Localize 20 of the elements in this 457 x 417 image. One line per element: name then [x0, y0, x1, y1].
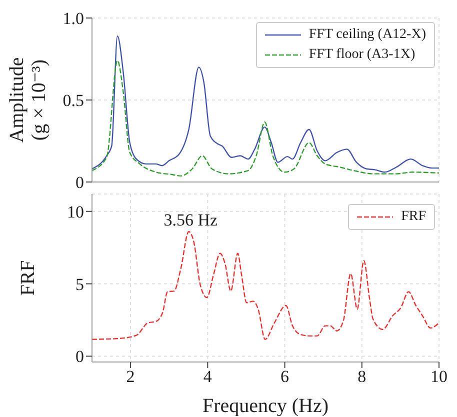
x-axis-title: Frequency (Hz) [202, 395, 329, 417]
x-tick-label: 10 [430, 367, 448, 386]
y-axis-title: Amplitude (g × 10⁻³) [6, 57, 50, 143]
legend-label: FFT floor (A3-1X) [308, 46, 416, 64]
x-tick-label: 8 [358, 367, 366, 386]
x-tick-label: 4 [203, 367, 212, 386]
x-tick-label: 6 [280, 367, 290, 386]
y-tick-label: 0.5 [62, 91, 84, 110]
y-tick-label: 10 [67, 202, 84, 222]
y-tick-label: 1.0 [62, 9, 84, 28]
legend-label: FFT ceiling (A12-X) [308, 26, 426, 44]
line-series [92, 60, 439, 177]
line-series [92, 231, 439, 340]
y-axis-title: FRF [17, 260, 39, 296]
y-tick-label: 0 [76, 173, 84, 192]
x-tick-label: 2 [126, 367, 135, 386]
y-tick-label: 0 [76, 347, 84, 366]
annotation: 3.56 Hz [164, 210, 218, 230]
y-tick-label: 5 [76, 274, 84, 294]
legend-label: FRF [401, 208, 426, 226]
